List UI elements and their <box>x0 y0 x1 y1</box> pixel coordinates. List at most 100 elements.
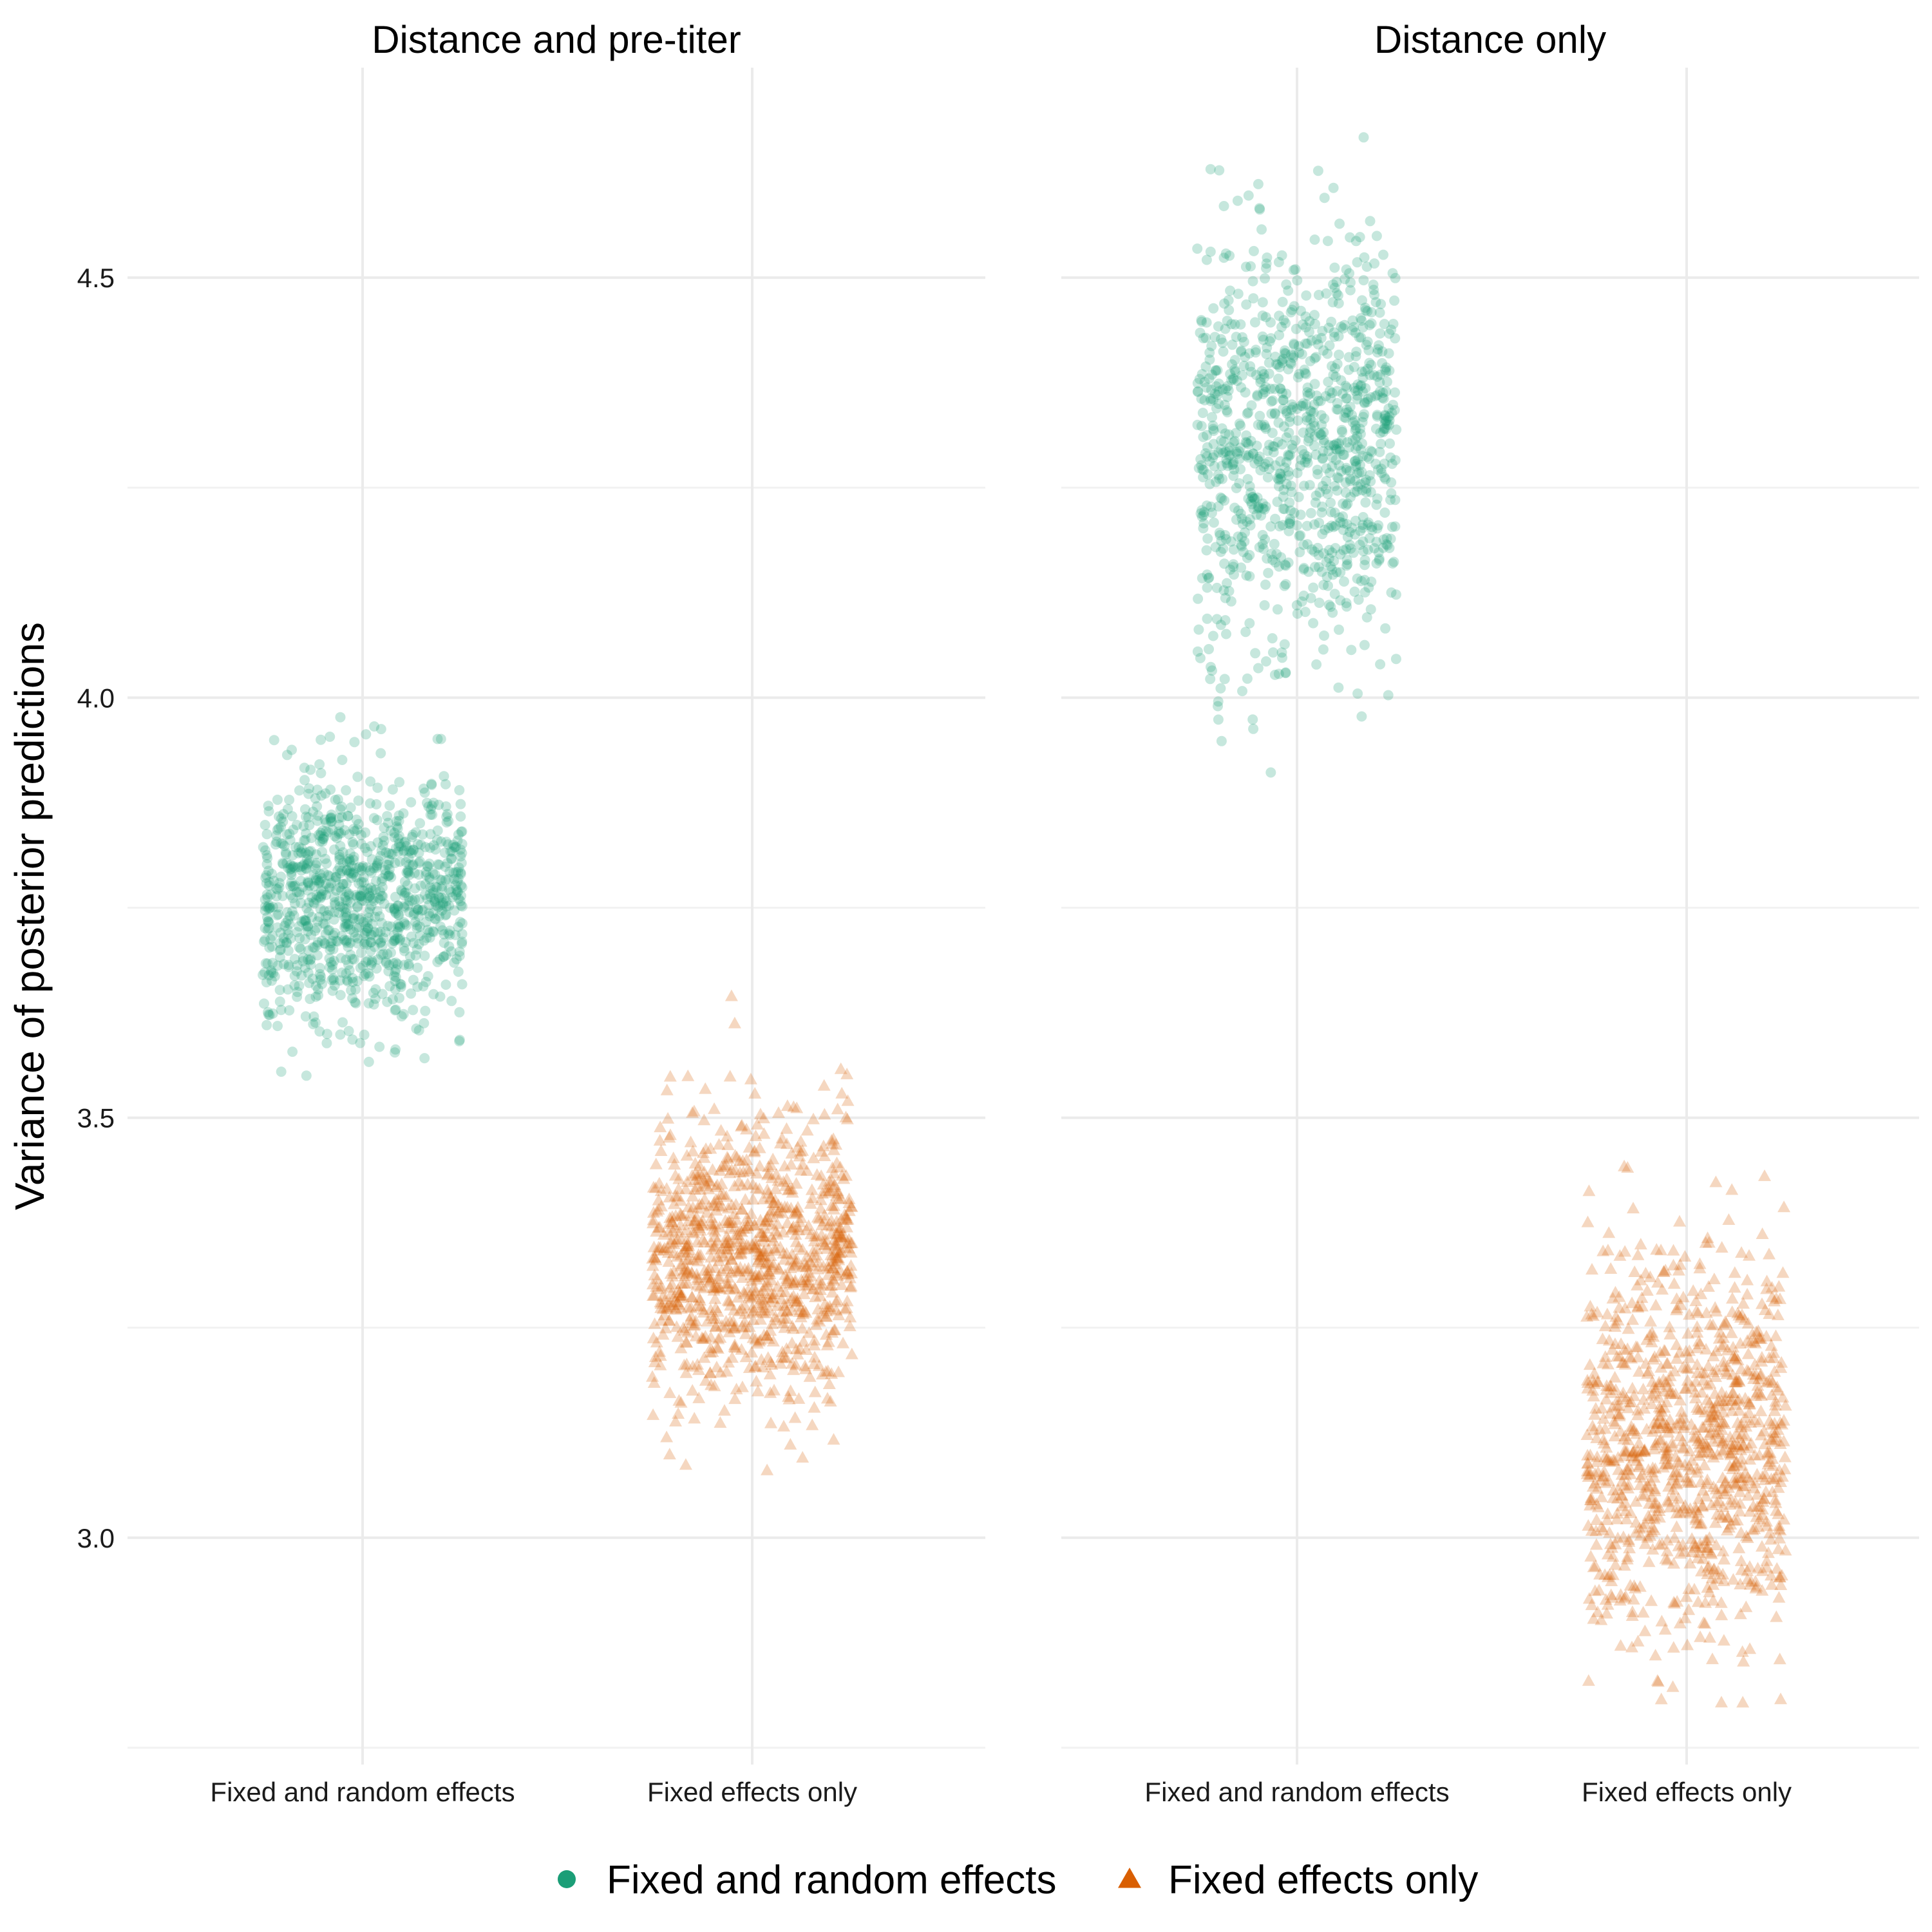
data-point <box>1215 530 1226 540</box>
data-point <box>826 1137 839 1149</box>
data-point <box>1303 566 1314 577</box>
data-point <box>830 1251 844 1262</box>
data-point <box>1386 477 1397 488</box>
data-point <box>677 1358 691 1370</box>
data-point <box>724 989 738 1001</box>
data-point <box>359 842 370 853</box>
data-point <box>321 889 332 900</box>
data-point <box>316 790 327 801</box>
data-point <box>343 960 354 970</box>
data-point <box>420 842 431 853</box>
data-point <box>1589 1538 1603 1550</box>
data-point <box>1690 1320 1704 1332</box>
data-point <box>734 1224 747 1236</box>
data-point <box>1196 421 1207 431</box>
data-point <box>703 1174 716 1186</box>
data-point <box>764 1356 777 1367</box>
data-point <box>829 1238 843 1250</box>
data-point <box>348 976 358 987</box>
data-point <box>366 937 377 948</box>
data-point <box>1267 647 1278 658</box>
data-point <box>1219 399 1230 410</box>
data-point <box>728 1338 741 1350</box>
data-point <box>710 1341 724 1353</box>
data-point <box>1287 440 1298 450</box>
data-point <box>1385 438 1395 449</box>
data-point <box>437 884 448 895</box>
data-point <box>1247 276 1258 287</box>
data-point <box>809 1291 822 1302</box>
data-point <box>453 922 464 933</box>
data-point <box>278 891 288 902</box>
data-point <box>1291 323 1302 334</box>
data-point <box>673 1286 687 1298</box>
data-point <box>692 1391 706 1403</box>
data-point <box>455 811 466 822</box>
data-point <box>756 1361 770 1373</box>
data-point <box>1329 327 1340 338</box>
data-point <box>1670 1520 1683 1532</box>
data-point <box>647 1240 661 1253</box>
data-point <box>690 1180 704 1192</box>
y-axis-title: Variance of posterior predictions <box>6 622 53 1210</box>
data-point <box>744 1268 758 1280</box>
data-point <box>264 942 275 953</box>
data-point <box>690 1278 704 1291</box>
data-point <box>447 846 458 857</box>
data-point <box>296 898 307 909</box>
data-point <box>303 849 314 860</box>
data-point <box>1638 1624 1652 1636</box>
data-point <box>1236 513 1247 524</box>
data-point <box>1375 370 1386 380</box>
data-point <box>272 922 283 933</box>
data-point <box>765 1210 778 1222</box>
data-point <box>399 845 410 856</box>
data-point <box>1681 1638 1694 1651</box>
data-point <box>279 840 290 851</box>
data-point <box>373 934 384 945</box>
data-point <box>1293 491 1304 502</box>
data-point <box>407 860 418 871</box>
data-point <box>737 1222 750 1234</box>
data-point <box>1305 592 1316 603</box>
data-point <box>1230 366 1241 377</box>
data-point <box>671 1330 685 1342</box>
data-point <box>718 1404 731 1416</box>
data-point <box>1252 391 1263 402</box>
data-point <box>1361 483 1372 494</box>
data-point <box>1388 556 1399 567</box>
data-point <box>343 853 354 864</box>
data-point <box>410 950 421 961</box>
data-point <box>287 880 298 891</box>
data-point <box>430 897 440 908</box>
data-point <box>778 1159 791 1171</box>
data-point <box>729 1198 743 1210</box>
data-point <box>359 927 370 938</box>
data-point <box>343 920 354 931</box>
data-point <box>1276 250 1287 261</box>
data-point <box>325 812 336 823</box>
data-point <box>845 1347 858 1359</box>
data-point <box>365 866 375 876</box>
data-point <box>347 1034 358 1045</box>
data-point <box>316 734 327 745</box>
data-point <box>1304 327 1314 337</box>
data-point <box>678 1269 692 1281</box>
data-point <box>656 1328 670 1340</box>
data-point <box>1362 364 1373 374</box>
data-point <box>365 776 376 787</box>
data-point <box>410 916 421 927</box>
data-point <box>1354 540 1365 550</box>
data-point <box>451 889 462 900</box>
data-point <box>733 1154 746 1166</box>
data-point <box>700 1206 714 1218</box>
data-point <box>763 1367 777 1379</box>
data-point <box>316 891 327 902</box>
data-point <box>355 829 366 840</box>
data-point <box>720 1262 734 1274</box>
data-point <box>782 1182 796 1195</box>
data-point <box>1350 327 1361 338</box>
data-point <box>731 1228 744 1240</box>
data-point <box>350 997 360 1008</box>
data-point <box>768 1287 781 1300</box>
